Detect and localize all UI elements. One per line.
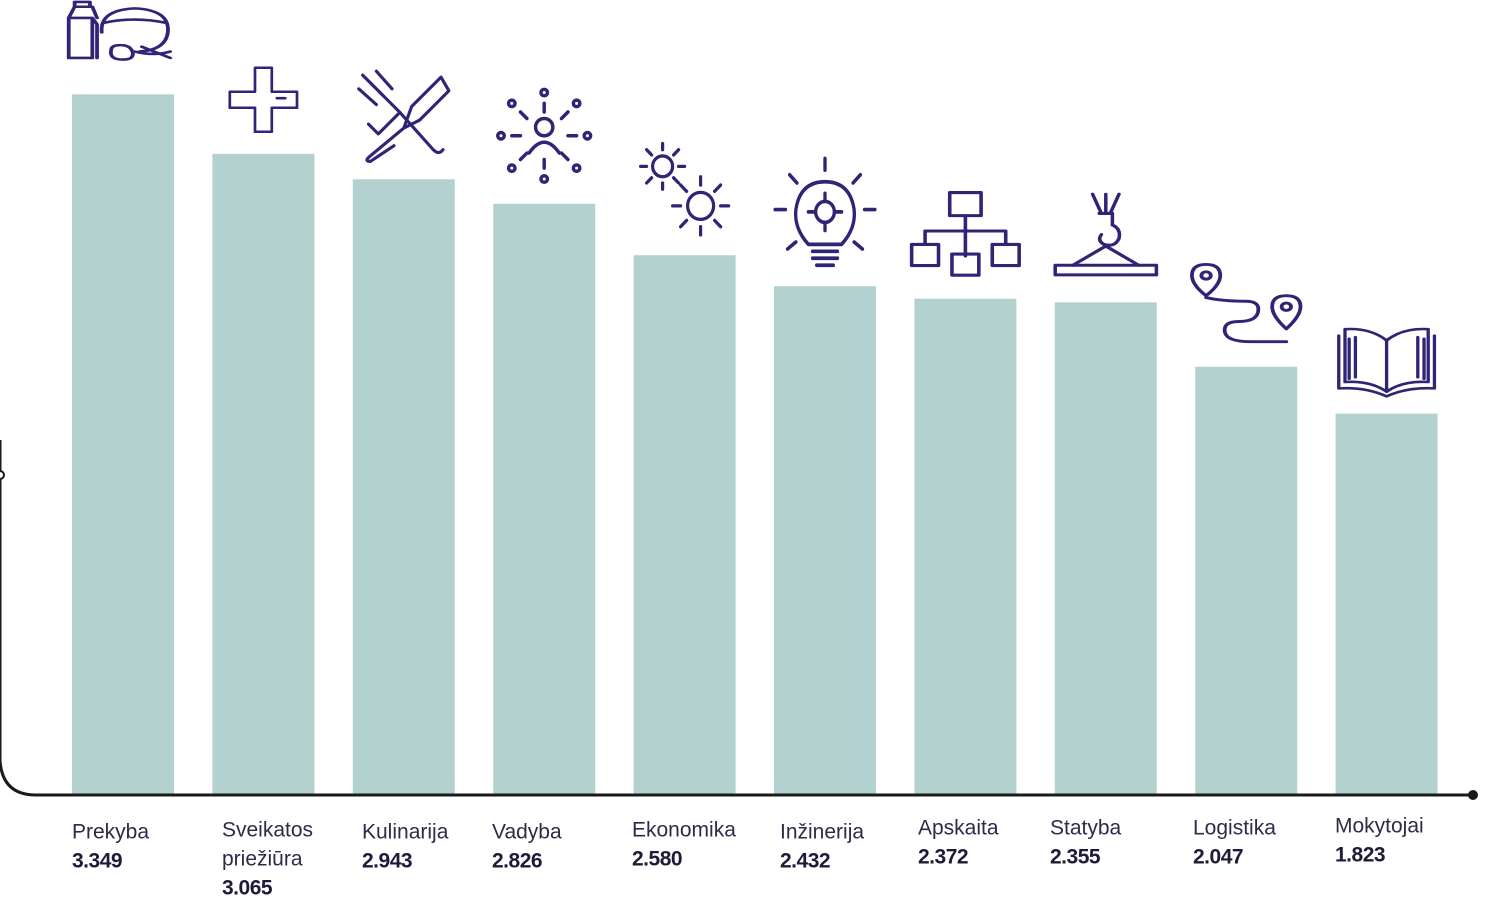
category-label: Vadyba bbox=[492, 821, 562, 844]
value-label: 2.372 bbox=[918, 846, 968, 869]
category-label: Prekyba bbox=[72, 821, 149, 844]
gears-icon bbox=[638, 141, 731, 237]
value-label: 1.823 bbox=[1335, 844, 1385, 867]
category-label: Ekonomika bbox=[632, 819, 736, 842]
lightbulb-gear-icon bbox=[773, 156, 877, 268]
bar-8 bbox=[1054, 302, 1157, 795]
value-label: 3.065 bbox=[222, 877, 273, 899]
route-pins-icon bbox=[1190, 262, 1303, 344]
value-label: 3.349 bbox=[72, 850, 122, 873]
bar-10 bbox=[1335, 413, 1438, 795]
x-axis-end-dot bbox=[1468, 790, 1478, 800]
bar-5 bbox=[633, 255, 736, 796]
org-chart-icon bbox=[909, 190, 1021, 277]
bar-3 bbox=[352, 179, 455, 795]
category-label: Logistika bbox=[1193, 817, 1276, 840]
open-book-icon bbox=[1337, 327, 1437, 399]
value-label: 2.826 bbox=[492, 850, 542, 873]
value-label: 2.943 bbox=[362, 850, 412, 873]
category-label: Mokytojai bbox=[1335, 815, 1424, 838]
labels-layer: Prekyba 3.349 Sveikatos priežiūra 3.065 Kulin… bbox=[72, 815, 1424, 899]
category-label: Sveikatos bbox=[222, 819, 313, 842]
crane-hook-icon bbox=[1053, 192, 1159, 277]
medical-cross-icon bbox=[228, 66, 299, 134]
bar-9 bbox=[1195, 366, 1298, 795]
bars-layer bbox=[72, 94, 1438, 796]
value-label: 2.047 bbox=[1193, 846, 1243, 869]
category-label: Kulinarija bbox=[362, 821, 449, 844]
category-label: Inžinerija bbox=[780, 821, 864, 844]
y-axis-line bbox=[0, 440, 37, 797]
category-label: Apskaita bbox=[918, 817, 999, 840]
grocery-icon bbox=[66, 0, 173, 62]
bar-6 bbox=[774, 286, 876, 795]
bar-4 bbox=[493, 203, 596, 795]
value-label: 2.432 bbox=[780, 850, 830, 873]
category-label: priežiūra bbox=[222, 848, 303, 871]
category-label: Statyba bbox=[1050, 817, 1122, 840]
network-person-icon bbox=[496, 87, 593, 184]
fork-knife-icon bbox=[357, 69, 451, 163]
bar-2 bbox=[212, 153, 315, 796]
value-label: 2.355 bbox=[1050, 846, 1101, 869]
bar-1 bbox=[72, 94, 174, 796]
value-label: 2.580 bbox=[632, 848, 682, 871]
bar-7 bbox=[914, 298, 1017, 795]
y-axis-end-dot bbox=[0, 470, 5, 480]
